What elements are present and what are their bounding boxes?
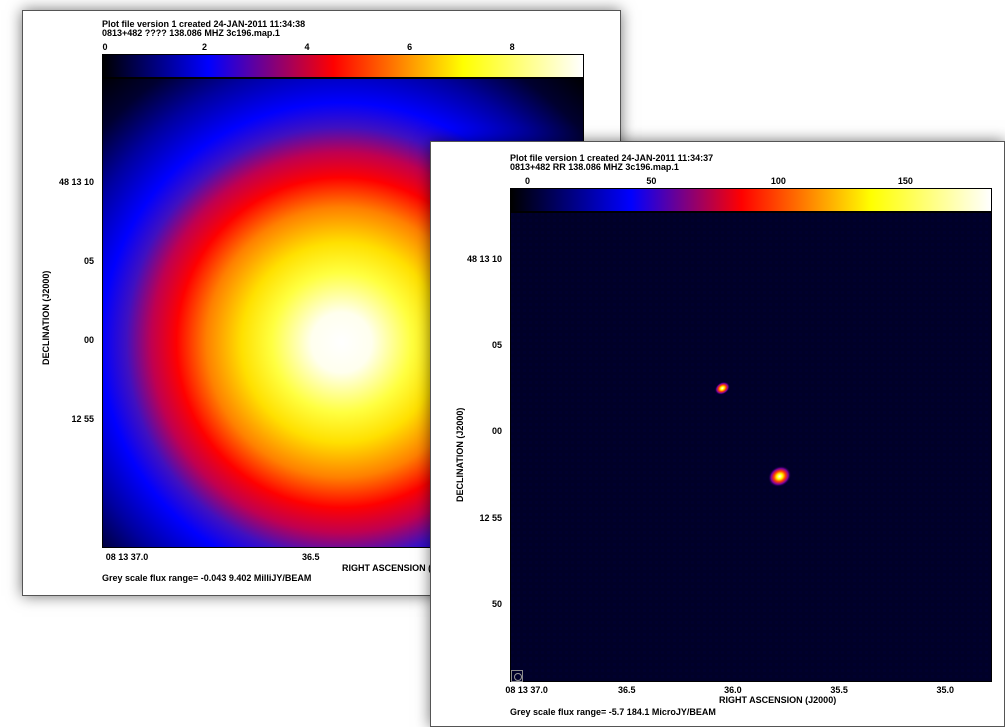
map-background — [511, 213, 991, 681]
colorbar-tick-label: 2 — [202, 42, 208, 52]
colorbar — [102, 54, 584, 78]
colorbar-tick-label: 4 — [304, 42, 310, 52]
y-tick-label: 48 13 10 — [466, 253, 502, 264]
flux-range-text: Grey scale flux range= -5.7 184.1 MicroJ… — [510, 707, 716, 717]
map-svg — [511, 213, 991, 681]
colorbar-tick-label: 0 — [102, 42, 108, 52]
x-tick-label: 36.5 — [618, 685, 636, 695]
y-tick-label: 12 55 — [479, 512, 502, 523]
plot-subtitle: 0813+482 ???? 138.086 MHZ 3c196.map.1 — [102, 28, 280, 38]
y-tick-label: 50 — [491, 599, 502, 610]
colorbar-tick-label: 8 — [509, 42, 515, 52]
flux-range-text: Grey scale flux range= -0.043 9.402 Mill… — [102, 573, 312, 583]
y-tick-label: 12 55 — [71, 413, 94, 424]
colorbar-tick-label: 150 — [897, 176, 913, 186]
plot-subtitle: 0813+482 RR 138.086 MHZ 3c196.map.1 — [510, 162, 679, 172]
y-tick-label: 00 — [83, 334, 94, 345]
y-tick-label: 05 — [83, 255, 94, 266]
x-tick-label: 08 13 37.0 — [105, 552, 149, 562]
y-tick-label: 05 — [491, 340, 502, 351]
colorbar-tick-label: 6 — [407, 42, 413, 52]
beam-indicator — [511, 670, 523, 682]
y-axis-label: DECLINATION (J2000) — [41, 270, 51, 365]
x-tick-label: 36.5 — [301, 552, 320, 562]
radio-map-image — [510, 212, 992, 682]
colorbar-tick-label: 50 — [646, 176, 657, 186]
colorbar-tick-label: 100 — [770, 176, 786, 186]
colorbar-tick-label: 0 — [524, 176, 530, 186]
plot-title: Plot file version 1 created 24-JAN-2011 … — [510, 153, 714, 163]
x-axis-label: RIGHT ASCENSION (J2000) — [342, 563, 460, 573]
map-panel-front: Plot file version 1 created 24-JAN-2011 … — [430, 141, 1005, 727]
point-source — [714, 381, 730, 395]
point-source — [768, 465, 792, 487]
x-axis-label: RIGHT ASCENSION (J2000) — [719, 695, 837, 705]
plot-title: Plot file version 1 created 24-JAN-2011 … — [102, 19, 306, 29]
y-tick-label: 00 — [491, 426, 502, 437]
colorbar — [510, 188, 992, 212]
x-tick-label: 36.0 — [724, 685, 742, 695]
x-tick-label: 35.0 — [936, 685, 955, 695]
x-tick-label: 35.5 — [830, 685, 848, 695]
x-tick-label: 08 13 37.0 — [505, 685, 548, 695]
y-axis-label: DECLINATION (J2000) — [455, 407, 465, 502]
y-tick-label: 48 13 10 — [58, 177, 94, 188]
